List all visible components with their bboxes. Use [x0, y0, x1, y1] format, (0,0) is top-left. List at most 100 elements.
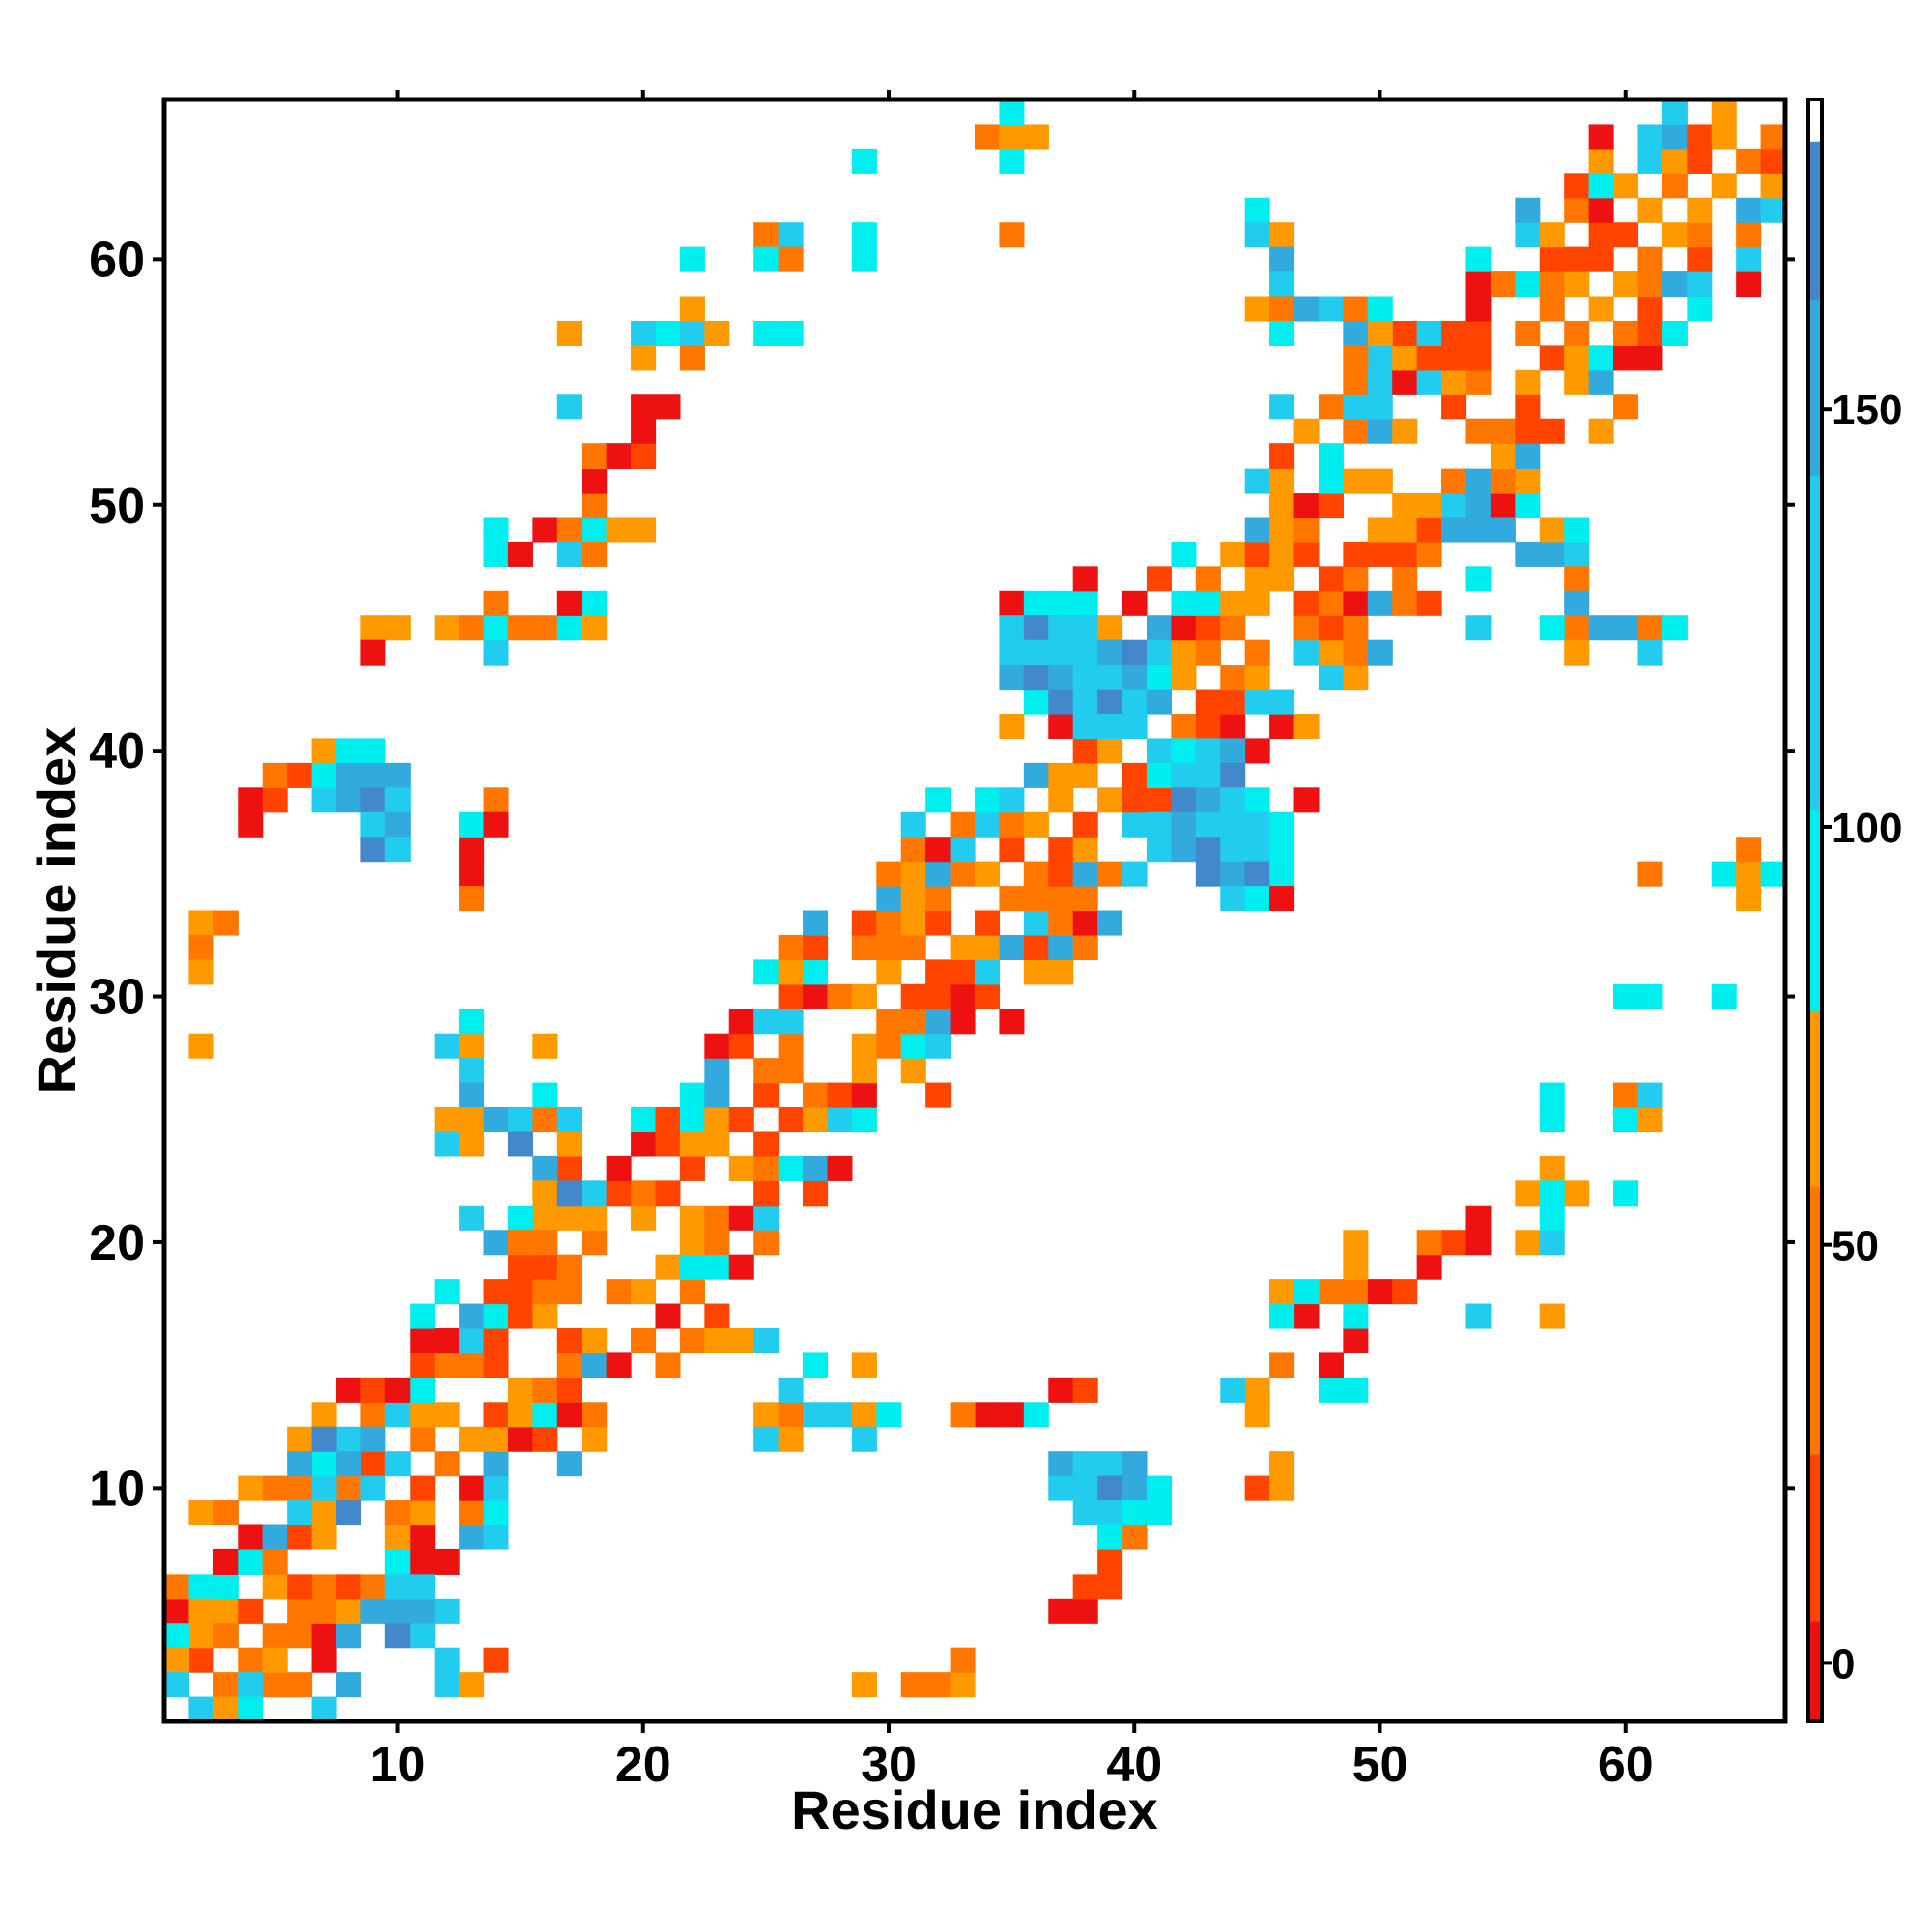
heatmap-cell — [803, 1082, 829, 1108]
heatmap-cell — [1122, 639, 1148, 666]
heatmap-cell — [1539, 1230, 1565, 1256]
heatmap-cell — [1465, 1303, 1492, 1329]
heatmap-cell — [1515, 369, 1541, 395]
heatmap-cell — [335, 1623, 361, 1649]
heatmap-cell — [582, 1205, 608, 1231]
heatmap-cell — [1564, 566, 1590, 592]
heatmap-cell — [1515, 197, 1541, 223]
heatmap-cell — [1613, 345, 1639, 371]
heatmap-cell — [213, 1623, 239, 1649]
heatmap-cell — [1023, 1402, 1049, 1428]
heatmap-cell — [1564, 320, 1590, 346]
heatmap-cell — [1343, 320, 1369, 346]
heatmap-cell — [1637, 1107, 1663, 1133]
heatmap-cell — [631, 1327, 657, 1354]
heatmap-cell — [360, 1574, 386, 1600]
heatmap-cell — [213, 1672, 239, 1698]
heatmap-cell — [900, 1009, 926, 1035]
heatmap-cell — [1637, 639, 1663, 666]
heatmap-cell — [335, 738, 361, 764]
heatmap-cell — [925, 1082, 952, 1108]
heatmap-cell — [999, 124, 1025, 150]
heatmap-cell — [1072, 615, 1098, 641]
heatmap-cell — [213, 910, 239, 936]
heatmap-cell — [778, 1033, 804, 1059]
heatmap-cell — [851, 910, 877, 936]
heatmap-cell — [311, 762, 337, 788]
heatmap-cell — [1662, 173, 1688, 199]
heatmap-cell — [287, 1524, 313, 1550]
heatmap-cell — [1293, 1279, 1320, 1305]
heatmap-cell — [459, 1426, 485, 1452]
heatmap-cell — [311, 1426, 337, 1452]
colorbar-segment — [1808, 141, 1822, 301]
heatmap-cell — [384, 1451, 411, 1477]
heatmap-cell — [950, 1402, 976, 1428]
heatmap-cell — [1269, 222, 1295, 248]
heatmap-cell — [655, 1254, 681, 1280]
heatmap-cell — [384, 1548, 411, 1575]
heatmap-cell — [507, 541, 533, 567]
heatmap-cell — [434, 615, 460, 641]
heatmap-cell — [1293, 590, 1320, 616]
heatmap-cell — [532, 1082, 558, 1108]
heatmap-cell — [311, 1696, 337, 1722]
heatmap-cell — [999, 222, 1025, 248]
heatmap-cell — [459, 1205, 485, 1231]
heatmap-cell — [556, 517, 582, 543]
heatmap-cell — [1637, 983, 1663, 1009]
heatmap-cell — [1048, 1377, 1074, 1403]
heatmap-cell — [851, 1058, 877, 1084]
heatmap-cell — [728, 1033, 754, 1059]
heatmap-cell — [459, 1327, 485, 1354]
heatmap-cell — [851, 1402, 877, 1428]
y-tick-label: 10 — [89, 1461, 145, 1517]
heatmap-cell — [1146, 762, 1172, 788]
heatmap-cell — [1343, 418, 1369, 444]
heatmap-cell — [1564, 541, 1590, 567]
heatmap-cell — [1588, 197, 1614, 223]
heatmap-cell — [778, 1009, 804, 1035]
heatmap-cell — [360, 1451, 386, 1477]
heatmap-cell — [803, 1352, 829, 1378]
heatmap-cell — [1097, 1475, 1123, 1501]
heatmap-cell — [1539, 296, 1565, 322]
heatmap-cell — [1736, 861, 1762, 887]
heatmap-cell — [606, 1279, 632, 1305]
heatmap-cell — [1146, 811, 1172, 838]
heatmap-cell — [483, 1230, 509, 1256]
heatmap-cell — [1293, 1303, 1320, 1329]
heatmap-cell — [287, 1574, 313, 1600]
heatmap-cell — [1171, 639, 1197, 666]
x-tick-label: 50 — [1352, 1737, 1408, 1793]
heatmap-cell — [1097, 787, 1123, 813]
heatmap-cell — [1318, 639, 1344, 666]
heatmap-cell — [1269, 1303, 1295, 1329]
heatmap-cell — [384, 1500, 411, 1526]
heatmap-cell — [1171, 590, 1197, 616]
heatmap-cell — [704, 1033, 730, 1059]
heatmap-cell — [1318, 296, 1344, 322]
heatmap-cell — [1023, 886, 1049, 912]
heatmap-cell — [262, 787, 288, 813]
heatmap-cell — [1539, 418, 1565, 444]
heatmap-cell — [1269, 468, 1295, 494]
heatmap-cell — [1244, 886, 1270, 912]
heatmap-cell — [1122, 787, 1148, 813]
heatmap-cell — [1023, 590, 1049, 616]
heatmap-cell — [1244, 517, 1270, 543]
heatmap-cell — [238, 1647, 264, 1673]
heatmap-cell — [1613, 983, 1639, 1009]
heatmap-cell — [1539, 1180, 1565, 1207]
heatmap-cell — [1244, 689, 1270, 715]
heatmap-cell — [1441, 1230, 1467, 1256]
heatmap-cell — [287, 1475, 313, 1501]
heatmap-cell — [1023, 811, 1049, 838]
heatmap-cell — [778, 934, 804, 960]
heatmap-cell — [1490, 418, 1516, 444]
heatmap-cell — [1269, 566, 1295, 592]
heatmap-cell — [1097, 665, 1123, 691]
heatmap-cell — [1441, 320, 1467, 346]
heatmap-cell — [1171, 713, 1197, 740]
heatmap-cell — [582, 1426, 608, 1452]
